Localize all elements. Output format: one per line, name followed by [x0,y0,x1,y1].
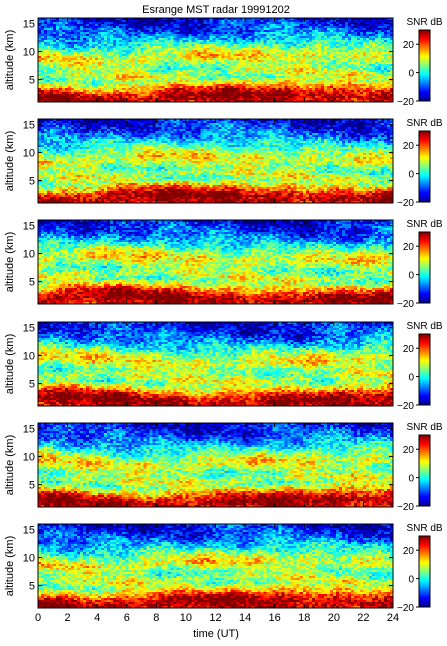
y-axis-label: altitude (km) [4,30,16,91]
y-tick-label: 5 [29,75,35,87]
heatmap-cells [38,18,393,102]
colorbar [419,30,430,101]
y-tick-label: 15 [23,19,35,31]
chart-title: Esrange MST radar 19991202 [142,4,290,16]
y-tick-label: 10 [23,47,35,59]
